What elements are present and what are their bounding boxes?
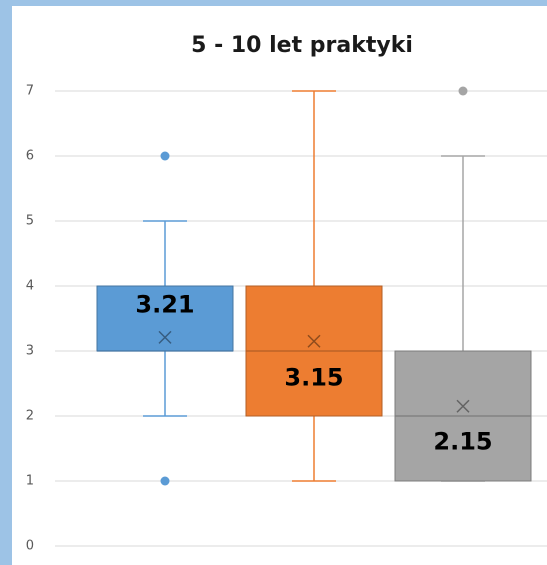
chart: 5 - 10 let praktyki 0 1 2 3 4 5 6 7 3.21 3.15 2.15 (12, 6, 547, 565)
y-tick-label: 7 (26, 84, 34, 99)
y-tick-label: 2 (26, 409, 34, 424)
y-tick-label: 6 (26, 149, 34, 164)
mean-marker (456, 399, 470, 413)
y-tick-label: 4 (26, 279, 34, 294)
data-label: 3.21 (135, 290, 194, 318)
box (96, 285, 234, 352)
y-tick-label: 5 (26, 214, 34, 229)
mean-marker (307, 334, 321, 348)
y-tick-label: 3 (26, 344, 34, 359)
outlier (160, 476, 170, 486)
data-label: 3.15 (284, 363, 343, 391)
data-label: 2.15 (433, 427, 492, 455)
chart-title: 5 - 10 let praktyki (191, 33, 413, 58)
mean-marker (158, 330, 172, 344)
outlier (160, 151, 170, 161)
outlier (458, 86, 468, 96)
y-tick-label: 1 (26, 474, 34, 489)
y-tick-label: 0 (26, 539, 34, 554)
